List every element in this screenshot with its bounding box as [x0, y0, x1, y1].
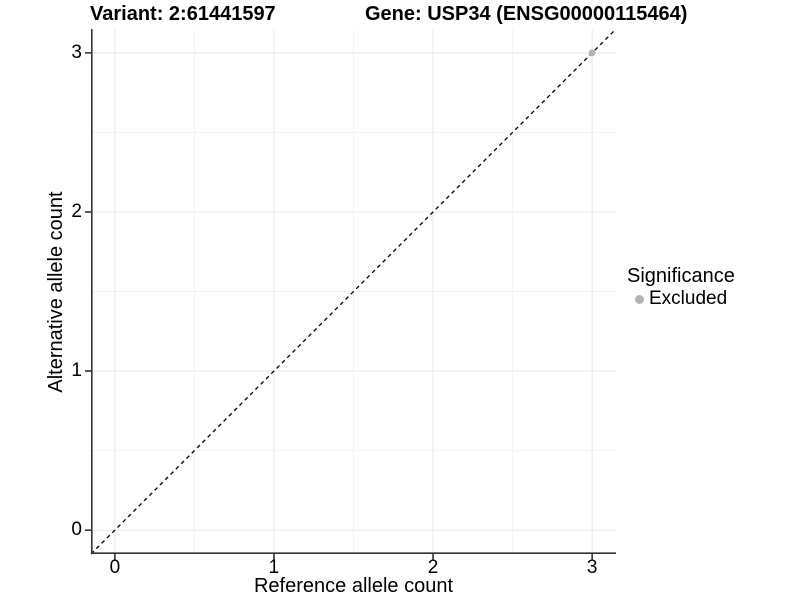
- plot-canvas: [85, 28, 617, 560]
- legend-item-excluded: Excluded: [627, 288, 735, 310]
- legend-title: Significance: [627, 265, 735, 287]
- y-axis-label: Alternative allele count: [45, 191, 67, 393]
- y-tick-label: 1: [71, 360, 82, 382]
- plot-title-gene: Gene: USP34 (ENSG00000115464): [365, 3, 688, 25]
- x-tick-label: 1: [268, 557, 280, 578]
- plot-title-variant: Variant: 2:61441597: [90, 3, 276, 25]
- x-tick-label: 2: [427, 557, 439, 578]
- y-tick-label: 0: [71, 519, 82, 541]
- x-axis-label: Reference allele count: [253, 575, 453, 597]
- x-tick-label: 3: [586, 557, 598, 578]
- legend-point-icon: [635, 294, 644, 304]
- y-tick-label: 3: [71, 41, 82, 63]
- identity-line: [90, 28, 617, 555]
- data-point: [588, 49, 596, 57]
- y-tick-label: 2: [71, 200, 82, 222]
- plot-panel: [85, 28, 617, 560]
- x-tick-label: 0: [109, 557, 121, 578]
- legend: Significance Excluded: [627, 265, 735, 310]
- legend-item-label: Excluded: [649, 288, 728, 309]
